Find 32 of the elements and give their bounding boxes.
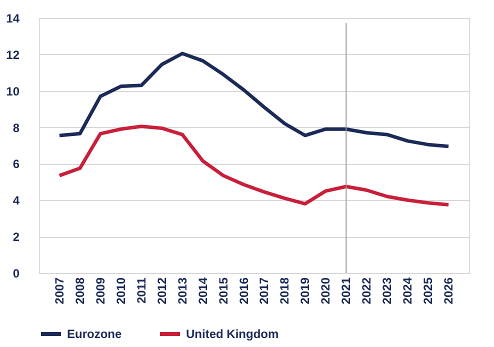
x-tick-label: 2009 [93,277,108,304]
y-tick-label: 4 [12,194,20,208]
y-tick-label: 2 [12,230,20,244]
y-tick-label: 8 [12,120,20,135]
x-tick-label: 2025 [421,277,436,304]
y-tick-label: 6 [12,157,20,172]
y-tick-label: 0 [12,266,20,280]
line-series [58,52,450,148]
x-tick-label: 2011 [134,277,148,304]
x-tick-label: 2013 [175,277,190,304]
y-tick-label: 10 [6,84,20,98]
y-tick-label: 14 [6,12,20,26]
x-tick-label: 2018 [278,277,292,304]
line-series [58,124,450,206]
x-tick-label: 2020 [318,277,333,304]
x-tick-label: 2021 [339,277,354,304]
x-tick-label: 2008 [72,277,87,304]
legend-label: United Kingdom [186,327,279,341]
x-tick-label: 2016 [236,277,251,304]
x-tick-label: 2017 [257,277,272,304]
x-tick-label: 2024 [400,277,415,304]
x-tick-label: 2015 [216,277,230,304]
x-tick-label: 2014 [196,277,210,304]
legend-label: Eurozone [67,327,122,341]
x-tick-label: 2010 [114,277,128,304]
x-tick-label: 2026 [442,277,456,304]
x-tick-label: 2012 [154,277,169,304]
x-tick-label: 2022 [360,277,374,304]
y-tick-label: 12 [6,48,20,62]
x-tick-label: 2019 [298,277,312,304]
x-tick-label: 2007 [52,277,66,304]
x-tick-label: 2023 [380,277,394,304]
